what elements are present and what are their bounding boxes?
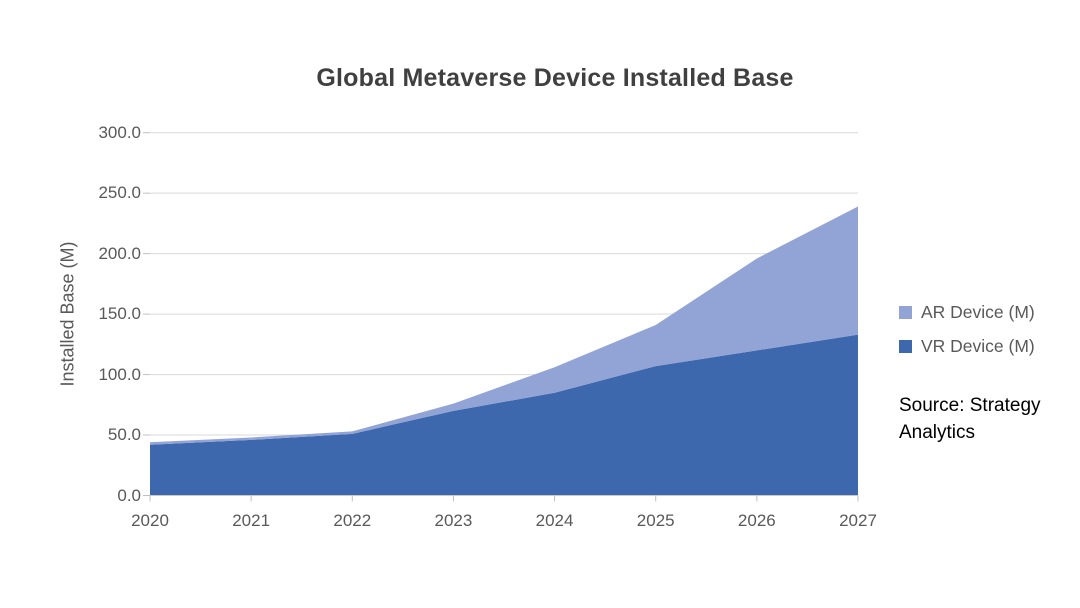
y-axis-tick-label: 0.0	[117, 485, 141, 505]
x-axis-tick-label: 2022	[333, 511, 372, 530]
chart-title: Global Metaverse Device Installed Base	[316, 64, 794, 92]
vr-area-series	[150, 334, 858, 496]
x-axis-tick-label: 2021	[232, 511, 271, 530]
x-axis-tick-label: 2020	[131, 511, 169, 530]
x-axis-tick-label: 2026	[737, 511, 776, 530]
y-axis-tick-label: 150.0	[98, 304, 141, 324]
plot-area	[143, 132, 859, 502]
ar-area-series	[150, 206, 858, 445]
source-note-line: Source: Strategy	[899, 395, 1041, 416]
source-note: Source: Strategy Analytics	[899, 392, 1041, 446]
y-axis-tick-label: 50.0	[107, 425, 141, 445]
legend: AR Device (M) VR Device (M)	[899, 302, 1035, 370]
y-axis-tick-label: 200.0	[98, 243, 141, 263]
legend-item-vr: VR Device (M)	[899, 336, 1035, 357]
source-note-line: Analytics	[899, 422, 976, 443]
y-axis-tick-label: 100.0	[98, 364, 141, 384]
y-axis-tick-label: 300.0	[98, 122, 141, 142]
y-axis-tick-label: 250.0	[98, 183, 141, 203]
legend-label: AR Device (M)	[921, 302, 1035, 322]
x-axis-tick-label: 2027	[839, 511, 877, 530]
x-axis-tick-label: 2025	[636, 511, 675, 530]
legend-label: VR Device (M)	[921, 336, 1035, 356]
legend-swatch-icon	[899, 340, 912, 353]
x-axis-tick-label: 2024	[535, 511, 574, 530]
legend-swatch-icon	[899, 306, 912, 319]
legend-item-ar: AR Device (M)	[899, 302, 1035, 323]
x-axis-tick-label: 2023	[434, 511, 473, 530]
